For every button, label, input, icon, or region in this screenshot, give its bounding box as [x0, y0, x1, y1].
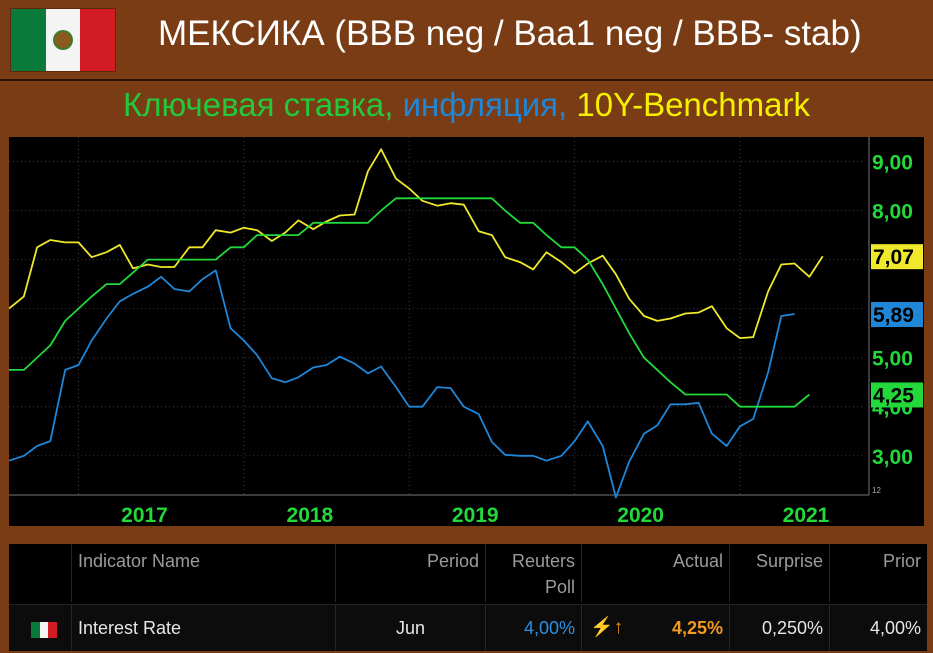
subtitle-benchmark: 10Y-Benchmark [576, 86, 810, 123]
divider [0, 79, 933, 81]
series-line-2 [9, 197, 810, 408]
header-prior: Prior [882, 551, 921, 571]
header-poll-line1: Reuters [511, 551, 575, 571]
subtitle-key-rate: Ключевая ставка, [123, 86, 394, 123]
x-tick-label: 2020 [617, 504, 664, 526]
indicator-table: Indicator Name Period Reuters Poll Actua… [9, 544, 927, 651]
header-actual: Actual [582, 544, 730, 602]
row-surprise: 0,250% [730, 605, 830, 651]
series-line-0 [8, 148, 824, 339]
row-flag-cell [9, 605, 72, 651]
chart-background [9, 137, 924, 526]
header-poll-line2: Poll [544, 577, 575, 597]
row-actual: 4,25% [671, 618, 723, 638]
subtitle-inflation: инфляция, [402, 86, 568, 123]
row-indicator-name: Interest Rate [72, 605, 336, 651]
last-value-label-2: 4,25 [873, 384, 914, 407]
mexico-flag-icon [10, 8, 116, 72]
row-period: Jun [336, 605, 486, 651]
last-value-label-1: 5,89 [873, 304, 914, 327]
lightning-up-arrow-icon: ⚡↑ [590, 617, 624, 638]
y-tick-label: 5,00 [872, 348, 913, 371]
axis-corner-label: 12 [872, 486, 881, 495]
mexico-flag-icon [31, 622, 58, 638]
x-tick-label: 2021 [783, 504, 830, 526]
chart: 3,00 4,00 5,00 8,00 9,00 2017 2018 2019 2020 2021… [8, 137, 924, 527]
series-line-1 [8, 269, 795, 499]
header-reuters-poll: Reuters Poll [486, 544, 582, 602]
y-tick-label: 3,00 [872, 446, 913, 469]
row-actual-cell: ⚡↑ 4,25% [582, 605, 730, 651]
last-value-label-0: 7,07 [873, 246, 914, 269]
header-flag-cell [9, 544, 72, 602]
y-tick-label: 8,00 [872, 201, 913, 224]
header-surprise: Surprise [730, 544, 830, 602]
table-header-row: Indicator Name Period Reuters Poll Actua… [9, 544, 927, 602]
table-row[interactable]: Interest Rate Jun 4,00% ⚡↑ 4,25% 0,250% … [9, 604, 927, 651]
last-value-badge-2 [871, 382, 923, 408]
page-title: МЕКСИКА (BBB neg / Baa1 neg / BBB- stab) [158, 14, 862, 53]
row-reuters-poll: 4,00% [486, 605, 582, 651]
x-tick-label: 2017 [121, 504, 168, 526]
x-tick-label: 2018 [287, 504, 334, 526]
last-value-badge-0 [871, 244, 923, 270]
header: МЕКСИКА (BBB neg / Baa1 neg / BBB- stab) [0, 0, 933, 78]
header-period: Period [336, 544, 486, 602]
chart-subtitle: Ключевая ставка, инфляция, 10Y-Benchmark [0, 86, 933, 124]
last-value-badge-1 [871, 302, 923, 328]
header-indicator-name: Indicator Name [72, 544, 336, 602]
y-tick-label: 9,00 [872, 152, 913, 175]
x-tick-label: 2019 [452, 504, 499, 526]
row-prior: 4,00% [869, 618, 921, 638]
